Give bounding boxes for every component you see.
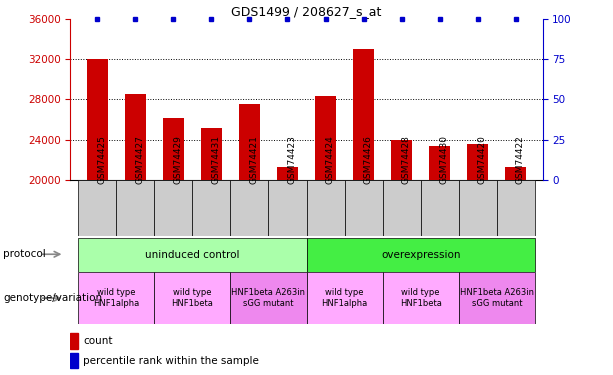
Bar [78,238,306,272]
Text: uninduced control: uninduced control [145,250,240,260]
Text: GSM74427: GSM74427 [135,136,144,184]
Bar [345,180,383,236]
Text: GSM74422: GSM74422 [516,136,525,184]
Bar [78,180,116,236]
Bar [268,180,306,236]
Bar [124,94,146,180]
Bar [497,180,535,236]
Bar [116,180,154,236]
Bar [306,272,383,324]
Bar [459,180,497,236]
Bar [277,167,298,180]
Bar [70,333,78,349]
Text: count: count [83,336,113,346]
Bar [70,352,78,368]
Bar [429,146,450,180]
Text: wild type
HNF1beta: wild type HNF1beta [400,288,441,308]
Text: GSM74425: GSM74425 [97,136,106,184]
Text: wild type
HNF1alpha: wild type HNF1alpha [321,288,368,308]
Bar [230,180,268,236]
Text: GSM74426: GSM74426 [364,136,373,184]
Text: HNF1beta A263in
sGG mutant: HNF1beta A263in sGG mutant [460,288,534,308]
Bar [391,140,412,180]
Bar [353,49,374,180]
Text: wild type
HNF1beta: wild type HNF1beta [172,288,213,308]
Text: overexpression: overexpression [381,250,460,260]
Bar [230,272,306,324]
Bar [201,128,222,180]
Bar [505,167,527,180]
Bar [383,180,421,236]
Title: GDS1499 / 208627_s_at: GDS1499 / 208627_s_at [231,4,382,18]
Bar [86,59,108,180]
Text: GSM74431: GSM74431 [211,135,220,184]
Bar [315,96,336,180]
Text: GSM74424: GSM74424 [326,136,335,184]
Bar [192,180,230,236]
Bar [459,272,535,324]
Bar [383,272,459,324]
Text: percentile rank within the sample: percentile rank within the sample [83,356,259,366]
Bar [78,272,154,324]
Text: protocol: protocol [3,249,46,259]
Text: GSM74430: GSM74430 [440,135,449,184]
Text: GSM74429: GSM74429 [173,136,182,184]
Text: wild type
HNF1alpha: wild type HNF1alpha [93,288,139,308]
Bar [239,104,260,180]
Text: GSM74423: GSM74423 [287,136,297,184]
Bar [306,180,345,236]
Text: GSM74420: GSM74420 [478,136,487,184]
Bar [154,180,192,236]
Text: genotype/variation: genotype/variation [3,293,102,303]
Bar [163,117,184,180]
Bar [467,144,489,180]
Text: GSM74428: GSM74428 [402,136,411,184]
Text: HNF1beta A263in
sGG mutant: HNF1beta A263in sGG mutant [232,288,305,308]
Bar [306,238,535,272]
Text: GSM74421: GSM74421 [249,136,259,184]
Bar [154,272,230,324]
Bar [421,180,459,236]
